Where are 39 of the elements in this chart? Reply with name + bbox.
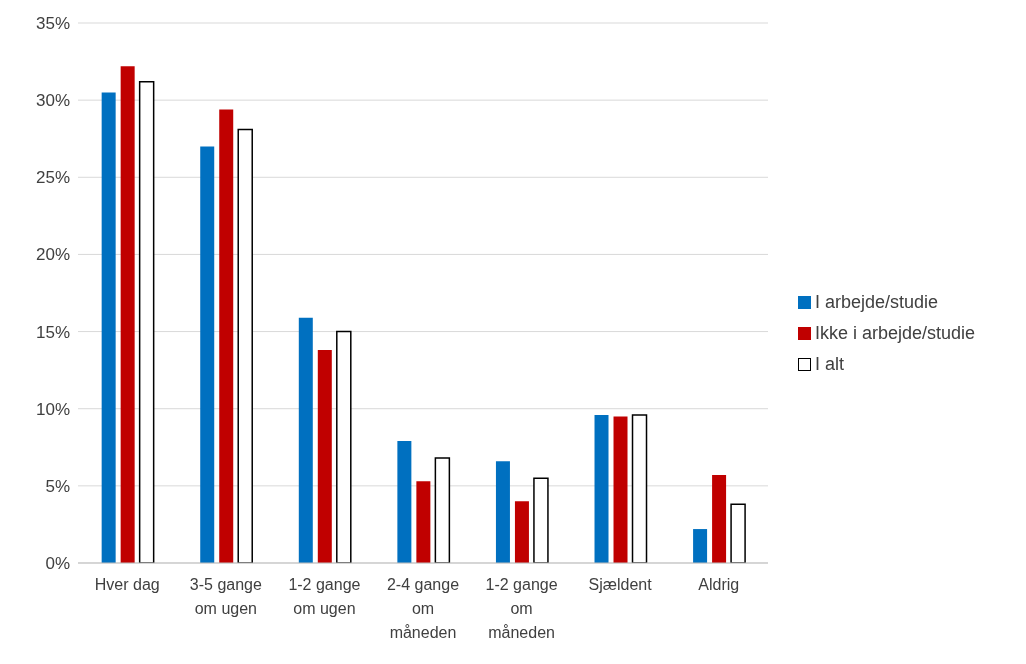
y-tick-label: 20%: [35, 245, 70, 265]
bar: [101, 92, 116, 563]
bar: [434, 457, 451, 563]
legend-label: Ikke i arbejde/studie: [815, 322, 976, 344]
legend-label: I arbejde/studie: [815, 291, 939, 313]
bar: [336, 330, 352, 563]
bar: [397, 441, 412, 563]
bar: [514, 501, 529, 563]
x-tick-label: 1-2 gange om ugen: [288, 576, 361, 618]
y-tick-label: 25%: [35, 168, 70, 188]
y-tick-label: 15%: [35, 322, 70, 342]
bar: [613, 416, 628, 563]
bar: [594, 414, 609, 563]
bar: [533, 477, 549, 563]
bar: [317, 350, 332, 563]
y-tick-label: 35%: [35, 14, 70, 34]
y-tick-label: 10%: [35, 399, 70, 419]
y-tick-label: 30%: [35, 91, 70, 111]
bar: [200, 146, 215, 563]
bar: [495, 461, 510, 563]
bar: [416, 481, 431, 563]
legend-label: I alt: [815, 353, 845, 375]
x-tick-label: Sjældent: [588, 576, 653, 594]
x-tick-label: 1-2 gange om måneden: [485, 576, 558, 642]
bar: [712, 475, 727, 563]
bar: [730, 503, 746, 563]
bar: [120, 66, 135, 563]
bar: [298, 317, 313, 563]
bar: [693, 529, 708, 563]
x-tick-label: 3-5 gange om ugen: [189, 576, 262, 618]
bar: [138, 80, 155, 563]
y-tick-label: 0%: [45, 554, 70, 574]
x-tick-label: Aldrig: [698, 576, 740, 594]
bar: [631, 414, 648, 563]
y-tick-label: 5%: [45, 476, 70, 496]
x-tick-label: 2-4 gange om måneden: [386, 576, 460, 642]
bar: [219, 109, 234, 563]
x-tick-label: Hver dag: [94, 576, 160, 594]
bar: [237, 128, 253, 563]
